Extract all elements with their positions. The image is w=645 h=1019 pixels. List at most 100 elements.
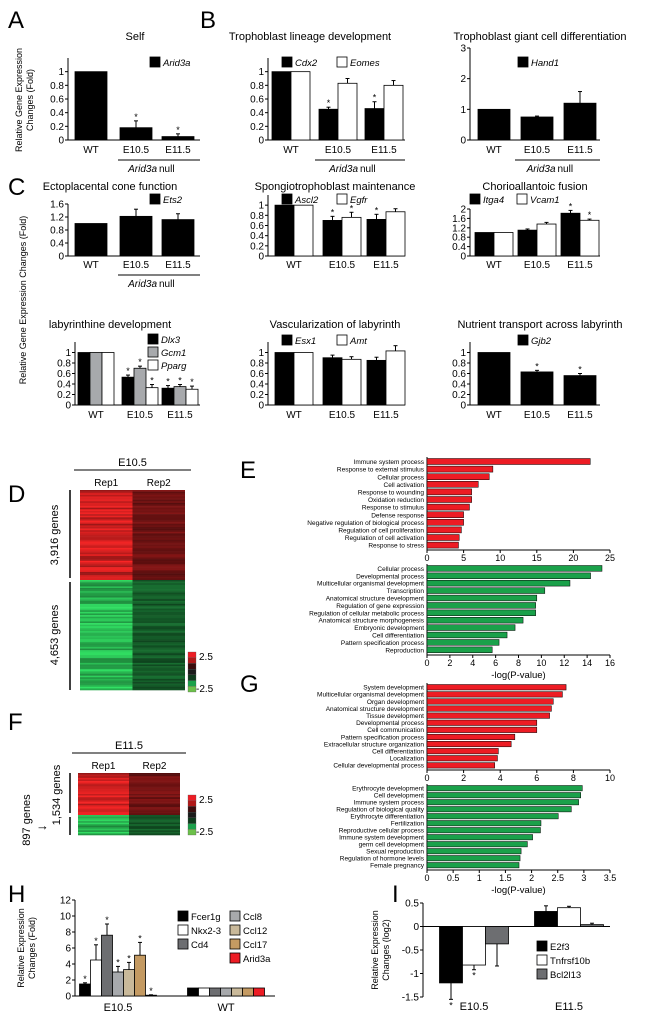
x-tick-label: 10	[605, 773, 615, 783]
go-term-label: Transcription	[387, 588, 425, 595]
heatmap-row	[132, 512, 185, 515]
legend-label: Ets2	[163, 195, 183, 206]
heatmap-row	[132, 517, 185, 520]
y-tick-label: 0.8	[50, 226, 64, 237]
legend-label: Egfr	[350, 195, 368, 206]
heatmap-row	[78, 777, 129, 780]
y-tick-label: 0	[460, 136, 466, 147]
go-term-label: Cellular process	[377, 474, 424, 481]
colorbar-step	[187, 657, 197, 664]
heatmap-row	[80, 611, 133, 614]
heatmap-row	[80, 526, 133, 529]
heatmap-row	[80, 565, 133, 568]
go-term-bar	[426, 799, 579, 806]
heatmap-row	[132, 554, 185, 557]
x-tick-label: E10.5	[329, 260, 356, 271]
go-term-label: Cell development	[374, 793, 424, 800]
bar-fcer1g	[187, 987, 199, 997]
heatmap-row	[132, 583, 185, 586]
x-tick-label: WT	[286, 410, 302, 421]
heatmap-row	[132, 502, 185, 505]
heatmap-row	[132, 642, 185, 645]
bar-nkx2-3	[90, 959, 102, 997]
heatmap-row	[132, 535, 185, 537]
heatmap-row	[78, 776, 129, 779]
bar-egfr	[293, 204, 314, 257]
x-tick-label: E11.5	[567, 260, 593, 271]
heatmap-row	[80, 518, 133, 521]
go-term-bar	[426, 705, 552, 712]
heatmap-row	[80, 533, 133, 536]
x-tick-label: WT	[83, 260, 99, 271]
bar-dlx3	[121, 376, 135, 406]
significance-star: *	[176, 125, 180, 135]
bar-e2f3	[439, 926, 463, 984]
heatmap-row	[80, 638, 133, 641]
heatmap-row	[78, 781, 129, 783]
bar-eomes	[337, 82, 358, 141]
heatmap-row	[132, 510, 185, 513]
heatmap-row	[132, 677, 185, 680]
heatmap-row	[132, 597, 185, 600]
heatmap-row	[132, 575, 185, 578]
y-tick-label: 0.2	[452, 390, 466, 401]
heatmap-row	[80, 669, 133, 672]
legend-label: Gjb2	[531, 336, 552, 347]
x-tick-label: 16	[605, 658, 615, 668]
column-label: Rep2	[147, 478, 171, 489]
go-term-bar	[426, 473, 490, 480]
legend-label: Ccl17	[243, 940, 267, 951]
heatmap-row	[80, 656, 133, 659]
y-tick-label: 0.6	[250, 369, 264, 380]
y-tick-label: 1	[258, 201, 264, 212]
y-tick-label: 0.8	[452, 233, 466, 244]
bar-dlx3	[161, 387, 175, 406]
heatmap-row	[132, 645, 185, 648]
bar-cd4	[209, 987, 221, 997]
go-term-bar	[426, 624, 516, 631]
heatmap-row	[80, 600, 133, 603]
panel-letter: F	[8, 709, 23, 736]
heatmap-row	[78, 833, 129, 836]
go-term-bar	[426, 741, 512, 748]
heatmap-row	[80, 627, 133, 630]
panel-letter: H	[8, 881, 25, 908]
significance-star: *	[105, 915, 109, 925]
heatmap-row	[78, 806, 129, 809]
go-term-bar	[426, 639, 500, 646]
x-tick-label: E11.5	[165, 260, 191, 271]
bar-ccl17	[134, 954, 146, 997]
go-term-label: Embryonic development	[354, 625, 424, 632]
A-self-panel: 0 0.2 0.4 0.6 0.8 1 Self Relative Gene Expressi…	[14, 31, 200, 175]
legend-swatch	[336, 334, 348, 346]
heatmap-row	[129, 792, 180, 795]
x-tick-label: WT	[486, 410, 502, 421]
heatmap-row	[129, 828, 180, 831]
x-tick-label: E10.5	[127, 410, 154, 421]
heatmap-row	[132, 501, 185, 504]
heatmap-row	[80, 683, 133, 686]
heatmap-row	[132, 584, 185, 587]
heatmap-row	[129, 813, 180, 816]
go-term-bar	[426, 580, 571, 587]
heatmap-row	[78, 818, 129, 820]
heatmap-row	[78, 815, 129, 817]
x-tick-label: 6	[534, 773, 539, 783]
heatmap-row	[80, 570, 133, 573]
bar-itga4	[474, 232, 495, 257]
go-term-bar	[426, 526, 462, 534]
go-term-bar	[426, 733, 516, 740]
legend-swatch	[177, 910, 189, 922]
heatmap-row	[129, 789, 180, 792]
heatmap-row	[132, 611, 185, 614]
bar-cd4	[101, 934, 113, 997]
go-term-bar	[426, 848, 522, 855]
legend-label: Amt	[349, 336, 367, 347]
legend-label: Nkx2-3	[191, 926, 221, 937]
significance-star: *	[472, 971, 476, 981]
legend-swatch	[281, 56, 293, 68]
heatmap-row	[80, 514, 133, 517]
go-term-label: Cell communication	[367, 727, 424, 734]
heatmap-row	[80, 632, 133, 635]
heatmap-row	[80, 517, 133, 520]
